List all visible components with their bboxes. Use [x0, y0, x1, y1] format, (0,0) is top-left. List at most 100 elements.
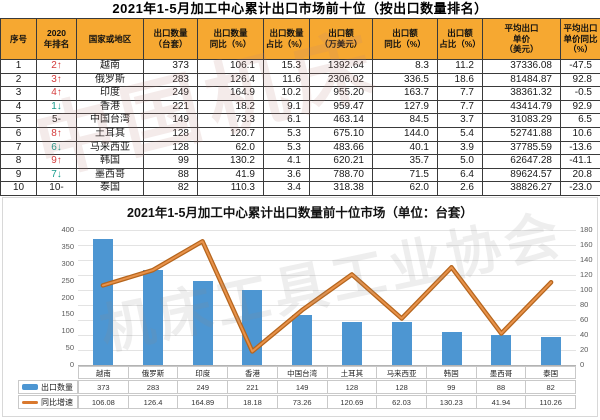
- left-axis-tick: 300: [61, 258, 74, 268]
- export-qty-bar: [192, 280, 213, 365]
- gridline: [78, 275, 576, 276]
- right-axis-tick: 160: [580, 240, 593, 249]
- country-cell: 越南: [76, 59, 144, 74]
- value-cell: 11.6: [263, 72, 310, 88]
- left-axis-tick: 400: [61, 225, 74, 234]
- right-axis-tick: 20: [580, 345, 589, 354]
- value-cell: 249: [143, 86, 198, 101]
- rank-change-cell: 4↑: [36, 86, 77, 101]
- export-qty-bar: [92, 239, 113, 365]
- value-cell: 955.20: [309, 86, 373, 101]
- left-axis-tick: 350: [61, 241, 74, 251]
- value-cell: 3.6: [263, 167, 310, 183]
- yoy-value-cell: 106.08: [78, 395, 129, 409]
- category-cell: 越南: [78, 366, 129, 379]
- value-cell: 1392.64: [309, 59, 373, 74]
- category-cell: 墨西哥: [476, 366, 527, 379]
- legend-qty-label: 出口数量: [41, 382, 73, 392]
- value-cell: 110.3: [197, 181, 264, 196]
- country-cell: 香港: [76, 99, 144, 115]
- gridline: [78, 230, 576, 231]
- table-row: 7 6↓ 马来西亚 128 62.0 5.3 483.66 40.1 3.9 37785.59 -1…: [0, 140, 600, 156]
- value-cell: 52741.88: [482, 126, 561, 142]
- value-cell: 5.3: [263, 126, 310, 142]
- rank-change-cell: 9↑: [36, 154, 77, 169]
- category-cell: 韩国: [426, 366, 477, 379]
- export-qty-bar: [341, 321, 362, 365]
- value-cell: 10.6: [560, 126, 600, 142]
- value-cell: 71.5: [372, 167, 438, 183]
- value-cell: 40.1: [372, 140, 438, 156]
- yoy-value-cell: 110.26: [526, 395, 577, 409]
- table-row: 8 9↑ 韩国 99 130.2 4.1 620.21 35.7 5.0 62647.28 -41.…: [0, 154, 600, 169]
- qty-value-cell: 221: [228, 380, 278, 394]
- value-cell: 3.9: [437, 140, 483, 156]
- value-cell: 221: [143, 99, 198, 115]
- seq-cell: 4: [0, 99, 37, 115]
- value-cell: -23.0: [560, 181, 600, 196]
- qty-value-cell: 249: [178, 380, 229, 394]
- country-cell: 土耳其: [76, 126, 144, 142]
- left-axis-tick: 50: [65, 343, 74, 353]
- qty-value-cell: 283: [128, 380, 179, 394]
- column-header: 出口数量 同比（%）: [197, 18, 264, 60]
- value-cell: 318.38: [309, 181, 373, 196]
- value-cell: 43414.79: [482, 99, 561, 115]
- value-cell: 6.5: [560, 113, 600, 128]
- table-row: 6 8↑ 土耳其 128 120.7 5.3 675.10 144.0 5.4 52741.88 1…: [0, 126, 600, 142]
- value-cell: 3.7: [437, 113, 483, 128]
- value-cell: 959.47: [309, 99, 373, 115]
- rank-change-cell: 2↑: [36, 59, 77, 74]
- plot-area: [78, 230, 576, 366]
- chart-title: 2021年1-5月加工中心累计出口数量前十位市场（单位：台套）: [127, 206, 473, 220]
- value-cell: 82: [143, 181, 198, 196]
- right-axis-tick: 100: [580, 285, 593, 294]
- value-cell: 7.7: [437, 86, 483, 101]
- gridline: [78, 260, 576, 261]
- value-cell: 127.9: [372, 99, 438, 115]
- value-cell: 88: [143, 167, 198, 183]
- country-cell: 马来西亚: [76, 140, 144, 156]
- value-cell: 6.1: [263, 113, 310, 128]
- yoy-value-cell: 126.4: [128, 395, 179, 409]
- gridline: [78, 305, 576, 306]
- column-header: 平均出口 单价同比 （%）: [560, 18, 600, 60]
- yoy-values-row: 106.08 126.4 164.89 18.18 73.26 120.69 62.03 13…: [78, 395, 577, 409]
- column-header: 出口额 同比（%）: [372, 18, 438, 60]
- value-cell: 89624.57: [482, 167, 561, 183]
- column-header: 出口额 （万美元）: [309, 18, 373, 60]
- seq-cell: 8: [0, 154, 37, 169]
- gridline: [78, 245, 576, 246]
- value-cell: 5.3: [263, 140, 310, 156]
- gridline: [78, 365, 576, 366]
- table-row: 1 2↑ 越南 373 106.1 15.3 1392.64 8.3 11.2 37336.08-…: [0, 59, 600, 74]
- value-cell: 38361.32: [482, 86, 561, 101]
- rank-change-cell: 1↓: [36, 99, 77, 115]
- rank-change-cell: 6↓: [36, 140, 77, 156]
- seq-cell: 5: [0, 113, 37, 128]
- yoy-value-cell: 130.23: [426, 395, 477, 409]
- qty-value-cell: 128: [377, 380, 427, 394]
- value-cell: 164.9: [197, 86, 264, 101]
- bar-series-swatch-icon: [22, 384, 38, 390]
- value-cell: 8.3: [372, 59, 438, 74]
- column-header: 出口数量 （台套）: [143, 18, 198, 60]
- country-cell: 中国台湾: [76, 113, 144, 128]
- seq-cell: 6: [0, 126, 37, 142]
- column-header: 出口数量 占比（%）: [263, 18, 310, 60]
- value-cell: 31083.29: [482, 113, 561, 128]
- export-qty-bar: [541, 337, 562, 365]
- value-cell: -41.1: [560, 154, 600, 169]
- left-axis-tick: 150: [61, 309, 74, 319]
- value-cell: 120.7: [197, 126, 264, 142]
- value-cell: 15.3: [263, 59, 310, 74]
- column-header: 出口额 占比（%）: [437, 18, 483, 60]
- value-cell: 35.7: [372, 154, 438, 169]
- yoy-value-cell: 164.89: [178, 395, 229, 409]
- table-header: 序号 2020 年排名 国家或地区 出口数量 （台套） 出口数量 同比（%） 出口数量 占…: [0, 18, 600, 60]
- right-axis-tick: 120: [580, 270, 593, 279]
- value-cell: 144.0: [372, 126, 438, 142]
- rank-change-cell: 8↑: [36, 126, 77, 142]
- yoy-value-cell: 120.69: [327, 395, 378, 409]
